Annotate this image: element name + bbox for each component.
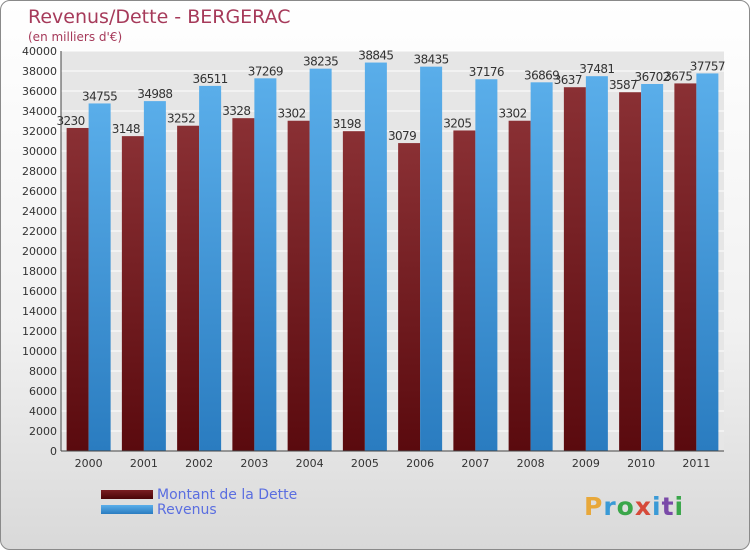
data-label-revenus-2011: 37757 xyxy=(690,59,725,73)
legend-item-debt: Montant de la Dette xyxy=(101,486,298,503)
data-label-revenus-2006: 38435 xyxy=(414,53,449,67)
x-tick-label: 2001 xyxy=(130,457,158,470)
data-label-debt-2007: 3205 xyxy=(443,116,471,130)
x-tick-label: 2008 xyxy=(517,457,545,470)
bar-revenus-2001 xyxy=(143,101,166,452)
data-label-revenus-2004: 38235 xyxy=(303,55,338,69)
y-tick-label: 30000 xyxy=(22,145,57,158)
x-tick-label: 2007 xyxy=(461,457,489,470)
data-label-debt-2000: 3230 xyxy=(56,114,84,128)
data-label-revenus-2000: 34755 xyxy=(82,89,117,103)
bar-debt-2004 xyxy=(287,120,310,452)
bar-revenus-2010 xyxy=(641,83,664,451)
bar-debt-2003 xyxy=(232,118,255,452)
y-tick-label: 26000 xyxy=(22,185,57,198)
data-label-revenus-2001: 34988 xyxy=(137,87,172,101)
y-tick-label: 4000 xyxy=(29,405,57,418)
y-tick-label: 38000 xyxy=(22,65,57,78)
bar-debt-2001 xyxy=(121,136,144,451)
bar-revenus-2000 xyxy=(88,103,111,451)
y-tick-label: 34000 xyxy=(22,105,57,118)
data-label-debt-2002: 3252 xyxy=(167,112,195,126)
data-label-debt-2010: 3587 xyxy=(609,78,637,92)
data-label-revenus-2010: 36702 xyxy=(635,70,670,84)
y-tick-label: 28000 xyxy=(22,165,57,178)
y-tick-label: 16000 xyxy=(22,285,57,298)
data-label-debt-2009: 3637 xyxy=(554,73,582,87)
chart-legend: Montant de la Dette Revenus xyxy=(101,486,298,518)
x-tick-label: 2005 xyxy=(351,457,379,470)
x-tick-label: 2006 xyxy=(406,457,434,470)
y-tick-label: 6000 xyxy=(29,385,57,398)
proxiti-logo: Proxiti xyxy=(584,492,685,521)
x-tick-label: 2003 xyxy=(240,457,268,470)
data-label-revenus-2002: 36511 xyxy=(193,72,228,86)
bar-revenus-2008 xyxy=(530,82,553,451)
legend-label-revenus: Revenus xyxy=(157,501,217,518)
bar-debt-2002 xyxy=(177,125,200,451)
x-tick-label: 2010 xyxy=(627,457,655,470)
bar-debt-2005 xyxy=(342,131,365,452)
y-tick-label: 14000 xyxy=(22,305,57,318)
legend-label-debt: Montant de la Dette xyxy=(157,486,298,503)
y-tick-label: 2000 xyxy=(29,425,57,438)
bar-debt-2007 xyxy=(453,130,476,451)
bar-revenus-2002 xyxy=(199,85,222,451)
x-tick-label: 2004 xyxy=(296,457,324,470)
data-label-revenus-2009: 37481 xyxy=(579,62,614,76)
data-label-debt-2005: 3198 xyxy=(333,117,361,131)
bar-debt-2000 xyxy=(66,127,89,451)
bar-revenus-2004 xyxy=(309,68,332,452)
data-label-debt-2001: 3148 xyxy=(112,122,140,136)
y-tick-label: 12000 xyxy=(22,325,57,338)
legend-swatch-debt xyxy=(101,490,153,499)
bar-revenus-2006 xyxy=(420,66,443,452)
data-label-debt-2011: 3675 xyxy=(664,69,692,83)
data-label-revenus-2008: 36869 xyxy=(524,68,559,82)
y-tick-label: 10000 xyxy=(22,345,57,358)
bar-revenus-2003 xyxy=(254,78,277,451)
data-label-debt-2004: 3302 xyxy=(277,107,305,121)
data-label-debt-2003: 3328 xyxy=(222,104,250,118)
x-tick-label: 2000 xyxy=(75,457,103,470)
y-tick-label: 32000 xyxy=(22,125,57,138)
x-tick-label: 2011 xyxy=(682,457,710,470)
y-tick-label: 40000 xyxy=(22,45,57,58)
data-label-revenus-2005: 38845 xyxy=(358,49,393,63)
x-tick-label: 2002 xyxy=(185,457,213,470)
y-tick-label: 18000 xyxy=(22,265,57,278)
bar-debt-2008 xyxy=(508,120,531,452)
y-tick-label: 36000 xyxy=(22,85,57,98)
bar-revenus-2007 xyxy=(475,79,498,452)
y-tick-label: 22000 xyxy=(22,225,57,238)
legend-swatch-revenus xyxy=(101,505,153,514)
legend-item-revenus: Revenus xyxy=(101,501,297,518)
y-tick-label: 8000 xyxy=(29,365,57,378)
data-label-revenus-2003: 37269 xyxy=(248,64,283,78)
bar-revenus-2011 xyxy=(696,73,719,452)
bar-debt-2006 xyxy=(398,143,421,451)
chart-subtitle: (en milliers d'€) xyxy=(28,30,123,44)
data-label-revenus-2007: 37176 xyxy=(469,65,504,79)
bar-debt-2010 xyxy=(619,92,642,452)
bar-debt-2009 xyxy=(563,87,586,452)
bar-revenus-2005 xyxy=(364,62,387,452)
y-tick-label: 24000 xyxy=(22,205,57,218)
y-tick-label: 20000 xyxy=(22,245,57,258)
x-tick-label: 2009 xyxy=(572,457,600,470)
data-label-debt-2008: 3302 xyxy=(498,107,526,121)
y-tick-label: 0 xyxy=(50,445,57,458)
chart-title: Revenus/Dette - BERGERAC xyxy=(28,6,291,28)
bar-debt-2011 xyxy=(674,83,697,451)
data-label-debt-2006: 3079 xyxy=(388,129,416,143)
bar-revenus-2009 xyxy=(585,76,608,451)
